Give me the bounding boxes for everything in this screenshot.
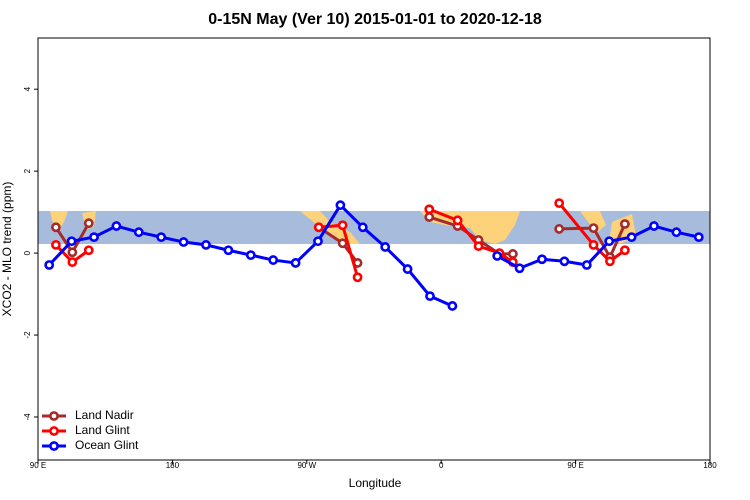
x-axis-label: Longitude bbox=[349, 476, 402, 490]
data-point bbox=[51, 240, 61, 250]
data-point bbox=[66, 236, 77, 247]
data-point bbox=[337, 238, 348, 249]
data-point bbox=[67, 247, 78, 258]
y-tick-label: 4 bbox=[23, 86, 32, 91]
data-point bbox=[447, 301, 458, 311]
data-point bbox=[67, 257, 78, 268]
data-point bbox=[156, 232, 167, 243]
data-point bbox=[313, 222, 324, 233]
data-point bbox=[268, 255, 279, 265]
series-line bbox=[558, 202, 626, 264]
data-point bbox=[605, 256, 615, 267]
y-tick-label: 2 bbox=[23, 168, 32, 173]
data-point bbox=[402, 264, 413, 274]
data-point bbox=[649, 221, 659, 231]
x-tick-label: 180 bbox=[166, 461, 180, 470]
x-tick-label: 90 E bbox=[30, 461, 46, 470]
data-point bbox=[111, 221, 122, 231]
x-tick-label: 90 E bbox=[567, 461, 583, 470]
data-point bbox=[290, 258, 301, 268]
chart-title: 0-15N May (Ver 10) 2015-01-01 to 2020-12… bbox=[208, 11, 542, 28]
data-point bbox=[425, 291, 435, 302]
data-point bbox=[554, 224, 565, 234]
data-point bbox=[424, 212, 435, 222]
data-point bbox=[604, 236, 615, 247]
data-point bbox=[357, 222, 368, 233]
data-point bbox=[223, 245, 234, 256]
data-point bbox=[201, 240, 211, 250]
data-point bbox=[588, 240, 599, 250]
data-point bbox=[424, 204, 435, 215]
data-point bbox=[588, 223, 599, 234]
x-tick-label: 180 bbox=[703, 461, 717, 470]
data-point bbox=[352, 272, 363, 283]
legend-label: Land Nadir bbox=[75, 408, 134, 422]
data-point bbox=[380, 242, 391, 252]
data-point bbox=[473, 241, 484, 252]
legend-marker bbox=[49, 411, 59, 421]
data-point bbox=[507, 249, 518, 259]
legend-marker bbox=[49, 441, 59, 451]
plot-frame bbox=[37, 37, 711, 461]
data-point bbox=[671, 227, 682, 238]
legend-label: Ocean Glint bbox=[75, 438, 139, 452]
data-point bbox=[514, 263, 525, 274]
data-point bbox=[554, 198, 565, 209]
data-point bbox=[619, 219, 630, 229]
data-point bbox=[83, 218, 94, 229]
y-tick-label: -4 bbox=[23, 413, 32, 421]
x-tick-label: 90 W bbox=[297, 461, 316, 470]
legend-label: Land Glint bbox=[75, 423, 130, 437]
y-axis-label: XCO2 - MLO trend (ppm) bbox=[0, 182, 14, 317]
data-point bbox=[44, 260, 55, 270]
data-point bbox=[581, 260, 592, 270]
data-point bbox=[537, 254, 547, 265]
data-point bbox=[452, 215, 463, 226]
data-point bbox=[619, 245, 630, 256]
data-point bbox=[313, 236, 323, 247]
data-point bbox=[335, 200, 346, 211]
data-point bbox=[51, 222, 61, 233]
data-point bbox=[492, 251, 503, 261]
y-tick-label: -2 bbox=[23, 331, 32, 339]
data-point bbox=[133, 227, 144, 238]
data-point bbox=[337, 220, 348, 231]
x-tick-label: 0 bbox=[439, 461, 444, 470]
y-tick-label: 0 bbox=[23, 250, 32, 255]
legend-marker bbox=[49, 426, 59, 436]
data-point bbox=[178, 237, 189, 247]
data-point bbox=[245, 250, 256, 261]
data-point bbox=[693, 232, 704, 243]
data-point bbox=[89, 232, 99, 243]
data-point bbox=[626, 232, 637, 243]
data-point bbox=[559, 256, 570, 267]
series-line bbox=[496, 224, 700, 270]
data-point bbox=[83, 245, 94, 256]
